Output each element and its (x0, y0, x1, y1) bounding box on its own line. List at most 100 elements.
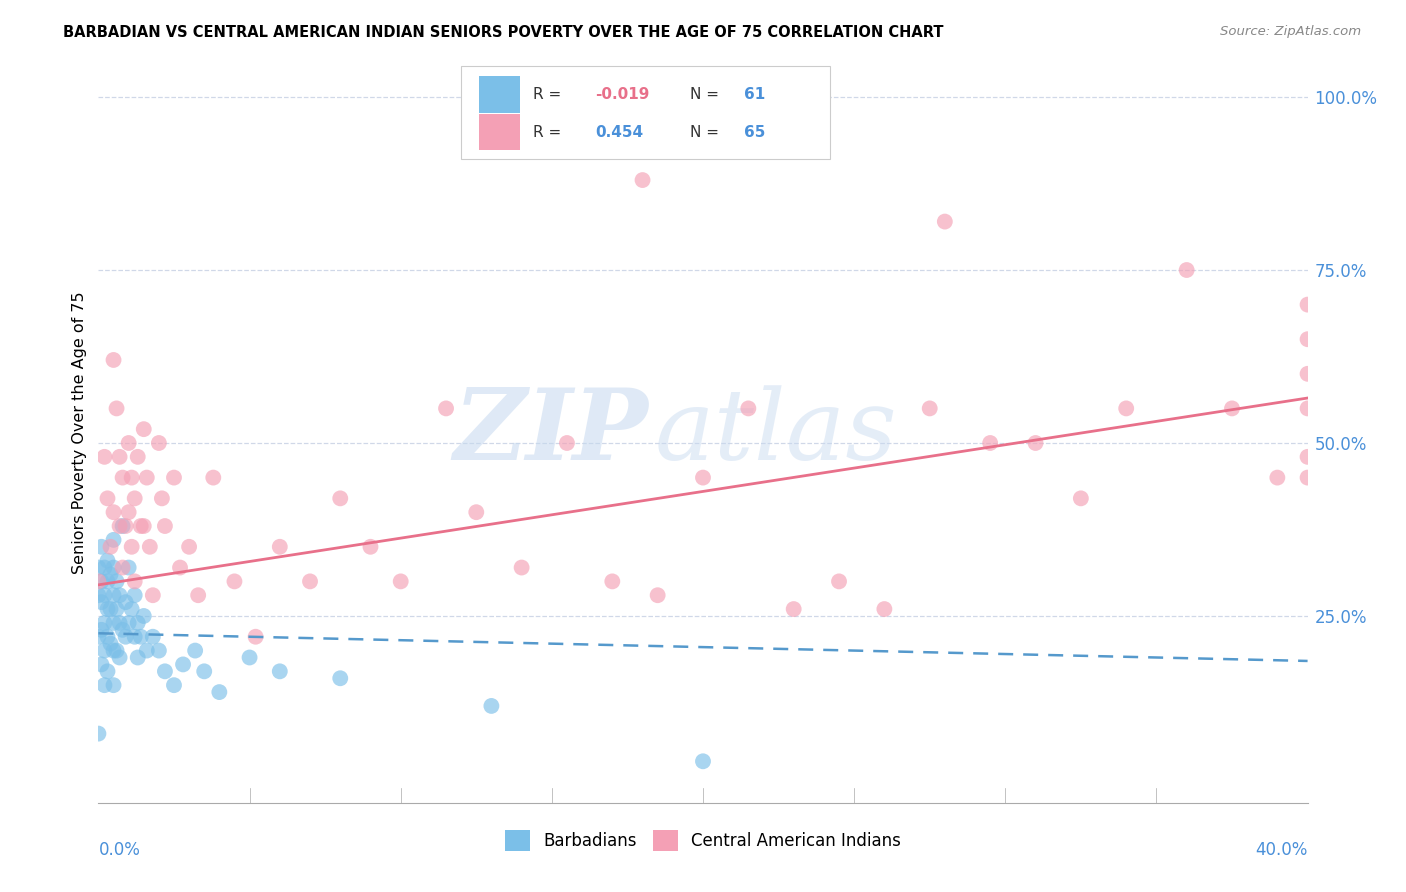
Point (90, 657, 112, 672)
Point (163, 678, 186, 692)
Point (153, 519, 176, 533)
Point (329, 491, 352, 506)
Point (142, 630, 165, 644)
Point (132, 519, 155, 533)
Point (108, 450, 131, 464)
Point (129, 519, 152, 533)
Point (121, 602, 143, 616)
Point (139, 540, 162, 554)
Point (105, 574, 128, 589)
Point (1267, 470, 1289, 484)
Point (118, 505, 141, 519)
Point (96, 630, 118, 644)
Point (918, 401, 941, 416)
Point (124, 574, 146, 589)
Point (96, 491, 118, 506)
Point (148, 643, 170, 657)
Point (103, 588, 125, 602)
Point (163, 470, 186, 484)
Point (269, 665, 291, 679)
Point (124, 630, 146, 644)
Point (87, 560, 110, 574)
Point (96, 554, 118, 568)
Point (103, 353, 125, 368)
Point (1024, 436, 1046, 450)
Point (103, 533, 125, 547)
Point (96, 665, 118, 679)
Point (169, 560, 191, 574)
Point (93, 615, 115, 630)
Text: Source: ZipAtlas.com: Source: ZipAtlas.com (1220, 25, 1361, 38)
Point (108, 519, 131, 533)
Text: ZIP: ZIP (454, 384, 648, 481)
Point (602, 574, 624, 589)
Point (1296, 297, 1319, 311)
Point (100, 540, 122, 554)
Point (329, 671, 352, 685)
Point (148, 436, 170, 450)
Legend: Barbadians, Central American Indians: Barbadians, Central American Indians (498, 823, 908, 857)
Point (187, 588, 209, 602)
Point (737, 401, 759, 416)
Point (93, 450, 115, 464)
Text: -0.019: -0.019 (595, 87, 650, 103)
Point (108, 650, 131, 665)
Point (555, 436, 578, 450)
Point (1296, 470, 1319, 484)
Point (1296, 332, 1319, 346)
Point (647, 588, 669, 602)
Point (465, 505, 488, 519)
Point (245, 630, 267, 644)
Text: BARBADIAN VS CENTRAL AMERICAN INDIAN SENIORS POVERTY OVER THE AGE OF 75 CORRELAT: BARBADIAN VS CENTRAL AMERICAN INDIAN SEN… (63, 25, 943, 40)
Point (193, 665, 215, 679)
Point (87, 630, 110, 644)
Point (1296, 367, 1319, 381)
Point (103, 643, 125, 657)
Point (179, 540, 201, 554)
Point (631, 173, 654, 187)
Point (1070, 491, 1092, 506)
Point (87, 588, 110, 602)
Text: 40.0%: 40.0% (1256, 841, 1308, 859)
Point (105, 401, 128, 416)
Point (129, 630, 152, 644)
Point (1115, 401, 1137, 416)
Text: R =: R = (533, 125, 565, 140)
Point (121, 470, 143, 484)
Point (111, 623, 134, 637)
Point (224, 574, 246, 589)
Point (239, 650, 262, 665)
Point (96, 602, 118, 616)
Point (114, 519, 136, 533)
Point (127, 450, 149, 464)
Point (692, 470, 714, 484)
Point (299, 574, 322, 589)
Point (103, 560, 125, 574)
Point (127, 650, 149, 665)
Point (96, 574, 118, 589)
Point (93, 643, 115, 657)
Point (127, 615, 149, 630)
Point (124, 588, 146, 602)
Point (93, 678, 115, 692)
Point (434, 401, 457, 416)
Y-axis label: Seniors Poverty Over the Age of 75: Seniors Poverty Over the Age of 75 (72, 292, 87, 574)
Point (389, 574, 412, 589)
Point (510, 560, 533, 574)
Point (202, 470, 225, 484)
Point (111, 470, 134, 484)
Point (269, 540, 291, 554)
Point (90, 574, 112, 589)
Point (208, 685, 231, 699)
Point (1220, 401, 1243, 416)
Point (108, 615, 131, 630)
FancyBboxPatch shape (461, 66, 830, 159)
Point (124, 491, 146, 506)
Text: 0.454: 0.454 (595, 125, 644, 140)
Point (103, 678, 125, 692)
Point (100, 637, 122, 651)
Point (87, 726, 110, 740)
FancyBboxPatch shape (479, 77, 520, 112)
Point (121, 540, 143, 554)
Point (114, 630, 136, 644)
